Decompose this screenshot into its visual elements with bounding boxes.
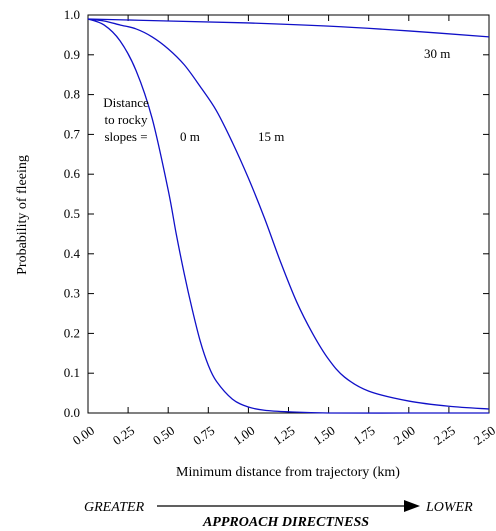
y-tick-label: 0.2 (64, 325, 80, 340)
annotation-line-3: slopes = (104, 129, 147, 144)
x-tick-label: 1.25 (270, 423, 297, 448)
approach-arrow-head (404, 500, 420, 512)
approach-lower-label: LOWER (425, 500, 473, 515)
plot-frame (87, 14, 490, 414)
x-tick-label: 1.75 (350, 423, 377, 448)
y-tick-label: 0.5 (64, 206, 80, 221)
series-line-0-m (87, 18, 489, 414)
y-tick-label: 0.8 (64, 87, 80, 102)
series-labels: 0 m 15 m 30 m (180, 46, 450, 144)
approach-greater-label: GREATER (84, 500, 145, 515)
approach-directness-title: APPROACH DIRECTNESS (202, 515, 369, 530)
annotation-line-1: Distance (103, 95, 149, 110)
y-axis-label: Probability of fleeing (15, 155, 30, 275)
annotation-distance-to-rocky-slopes: Distance to rocky slopes = (103, 95, 149, 144)
y-tick-label: 0.7 (64, 126, 81, 141)
x-tick-label: 0.75 (190, 423, 217, 448)
y-tick-label: 0.3 (64, 286, 80, 301)
y-tick-label: 1.0 (64, 7, 80, 22)
x-axis-label: Minimum distance from trajectory (km) (176, 465, 400, 480)
axes (87, 14, 490, 414)
y-tick-label: 0.0 (64, 405, 80, 420)
series-lines (87, 18, 490, 414)
series-label-30-m: 30 m (424, 46, 450, 61)
x-tick-label: 2.00 (391, 423, 418, 448)
x-tick-label: 2.50 (471, 423, 496, 448)
x-tick-label: 1.00 (230, 423, 257, 448)
x-tick-label: 2.25 (431, 423, 458, 448)
x-tick-label: 0.50 (150, 423, 177, 448)
x-tick-label: 1.50 (310, 423, 337, 448)
x-tick-label: 0.25 (110, 423, 137, 448)
annotation-line-2: to rocky (105, 112, 148, 127)
ticks: 0.0 0.1 0.2 0.3 0.4 0.5 0.6 0.7 0.8 0.9 1.0 0.00 0.2… (64, 7, 496, 448)
x-tick-label: 0.00 (70, 423, 97, 448)
series-line-30-m (87, 18, 490, 38)
y-tick-label: 0.6 (64, 166, 81, 181)
series-line-15-m (87, 18, 490, 410)
y-tick-label: 0.4 (64, 246, 81, 261)
y-tick-label: 0.9 (64, 47, 80, 62)
series-label-15-m: 15 m (258, 129, 284, 144)
approach-directness-arrow: GREATER LOWER APPROACH DIRECTNESS (84, 500, 473, 530)
y-tick-label: 0.1 (64, 365, 80, 380)
series-label-0-m: 0 m (180, 129, 200, 144)
